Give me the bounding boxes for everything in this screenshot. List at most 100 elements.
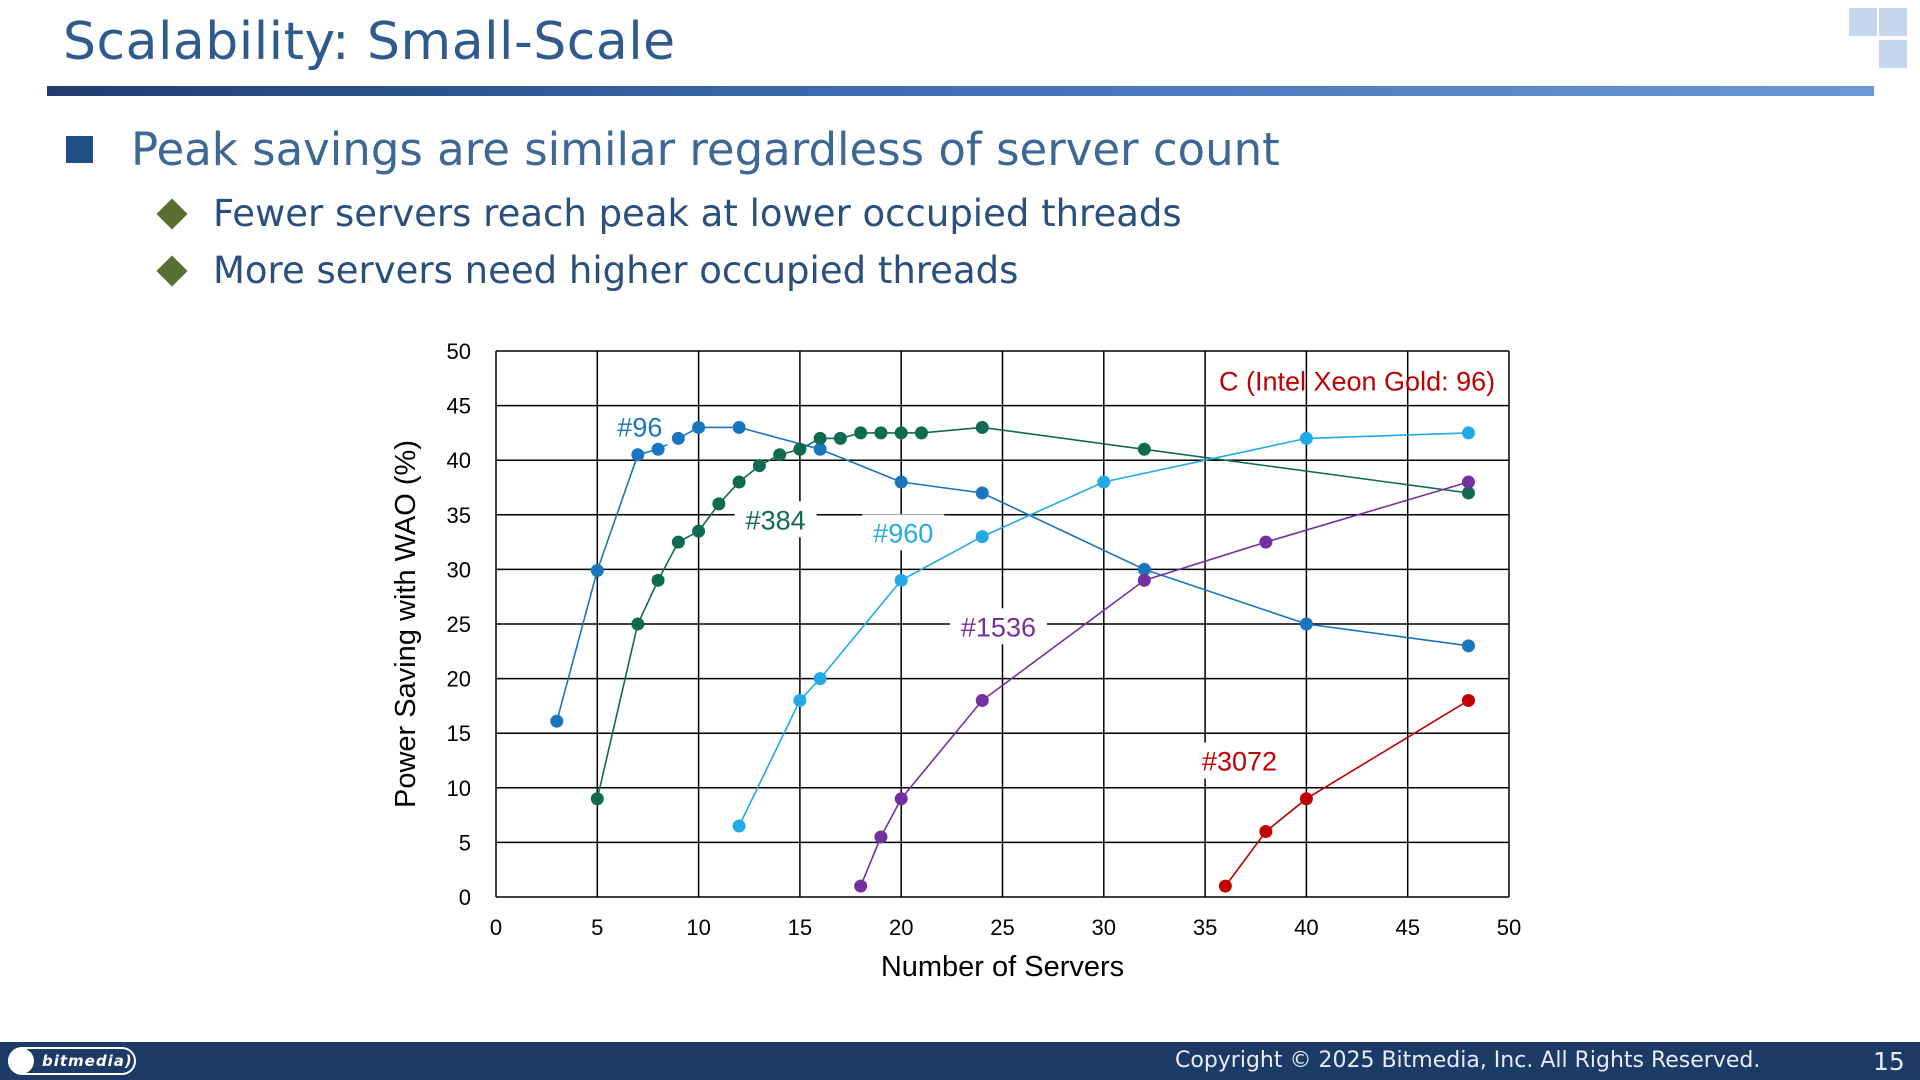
data-point bbox=[1137, 562, 1151, 576]
data-point bbox=[732, 819, 746, 833]
series-label-background bbox=[949, 608, 1047, 645]
series-label-background bbox=[862, 514, 945, 551]
data-point bbox=[671, 535, 685, 549]
y-tick-label: 35 bbox=[447, 503, 471, 528]
footer-bar: bitmedia) Copyright © 2025 Bitmedia, Inc… bbox=[0, 1042, 1920, 1080]
data-point bbox=[732, 420, 746, 434]
data-point bbox=[975, 420, 989, 434]
data-point bbox=[1461, 426, 1475, 440]
series-label-background bbox=[1191, 742, 1289, 779]
data-point bbox=[914, 426, 928, 440]
x-tick-label: 25 bbox=[990, 915, 1014, 940]
chart-title: C (Intel Xeon Gold: 96) bbox=[1219, 366, 1495, 396]
series-line bbox=[859, 481, 1469, 887]
data-point bbox=[692, 420, 706, 434]
data-point bbox=[1097, 475, 1111, 489]
y-tick-label: 25 bbox=[447, 612, 471, 637]
series-label: #1536 bbox=[961, 612, 1036, 642]
data-point bbox=[1461, 639, 1475, 653]
data-point bbox=[1299, 792, 1313, 806]
x-tick-label: 50 bbox=[1497, 915, 1521, 940]
data-point bbox=[894, 792, 908, 806]
series-label: #96 bbox=[617, 412, 662, 442]
data-point bbox=[854, 426, 868, 440]
data-point bbox=[813, 672, 827, 686]
chart-svg: 0 5 10 15 20 25 30 35 40 45 50 0 5 10 15 20 25 30 35 40 45 50… bbox=[390, 339, 1521, 983]
data-point bbox=[894, 426, 908, 440]
x-tick-label: 20 bbox=[889, 915, 913, 940]
data-point bbox=[894, 573, 908, 587]
data-point bbox=[773, 448, 787, 462]
square-bullet-icon bbox=[66, 136, 93, 163]
y-axis-label: Power Saving with WAO (%) bbox=[390, 440, 422, 808]
data-point bbox=[1461, 693, 1475, 707]
title-underline bbox=[47, 86, 1874, 96]
data-point bbox=[1259, 824, 1273, 838]
series-label: #960 bbox=[873, 518, 933, 548]
x-tick-label: 15 bbox=[788, 915, 812, 940]
copyright-text: Copyright © 2025 Bitmedia, Inc. All Righ… bbox=[1175, 1048, 1761, 1073]
y-tick-label: 45 bbox=[447, 394, 471, 419]
data-point bbox=[1218, 879, 1232, 893]
data-point bbox=[631, 448, 645, 462]
diamond-bullet-icon bbox=[156, 197, 188, 230]
data-point bbox=[590, 792, 604, 806]
data-point bbox=[813, 431, 827, 445]
data-point bbox=[1259, 535, 1273, 549]
data-point bbox=[1299, 617, 1313, 631]
data-point bbox=[1461, 486, 1475, 500]
y-tick-label: 10 bbox=[447, 776, 471, 801]
data-point bbox=[854, 879, 868, 893]
x-axis-label: Number of Servers bbox=[881, 951, 1124, 983]
x-tick-label: 45 bbox=[1395, 915, 1419, 940]
data-point bbox=[813, 442, 827, 456]
series-label-background bbox=[606, 408, 674, 445]
data-point bbox=[1461, 475, 1475, 489]
y-tick-label: 0 bbox=[459, 885, 471, 910]
x-tick-label: 5 bbox=[591, 915, 603, 940]
x-tick-label: 0 bbox=[490, 915, 502, 940]
sub-bullet: More servers need higher occupied thread… bbox=[155, 249, 1018, 292]
main-bullet-text: Peak savings are similar regardless of s… bbox=[131, 123, 1280, 176]
x-tick-label: 30 bbox=[1092, 915, 1116, 940]
data-point bbox=[874, 830, 888, 844]
data-point bbox=[975, 530, 989, 544]
x-tick-label: 10 bbox=[686, 915, 710, 940]
data-point bbox=[671, 431, 685, 445]
y-tick-label: 50 bbox=[447, 339, 471, 364]
data-point bbox=[692, 524, 706, 538]
sub-bullet-text: More servers need higher occupied thread… bbox=[213, 249, 1019, 292]
page-number: 15 bbox=[1873, 1047, 1905, 1076]
chart: 0 5 10 15 20 25 30 35 40 45 50 0 5 10 15 20 25 30 35 40 45 50… bbox=[380, 330, 1540, 990]
data-point bbox=[975, 486, 989, 500]
y-tick-label: 20 bbox=[447, 667, 471, 692]
logo-text: bitmedia) bbox=[42, 1052, 133, 1070]
series-label-background bbox=[734, 501, 817, 538]
sub-bullet-text: Fewer servers reach peak at lower occupi… bbox=[213, 192, 1182, 235]
data-point bbox=[1137, 442, 1151, 456]
y-tick-label: 30 bbox=[447, 557, 471, 582]
data-point bbox=[651, 442, 665, 456]
logo-circle-icon bbox=[8, 1048, 34, 1074]
data-point bbox=[752, 459, 766, 473]
bitmedia-logo: bitmedia) bbox=[8, 1047, 136, 1075]
diamond-bullet-icon bbox=[156, 254, 188, 287]
corner-decoration bbox=[1849, 8, 1913, 72]
data-point bbox=[833, 431, 847, 445]
main-bullet: Peak savings are similar regardless of s… bbox=[66, 123, 1280, 176]
series-label: #3072 bbox=[1202, 747, 1277, 777]
data-point bbox=[793, 442, 807, 456]
data-point bbox=[1299, 431, 1313, 445]
y-tick-label: 40 bbox=[447, 448, 471, 473]
series-line bbox=[1224, 699, 1469, 887]
data-point bbox=[975, 693, 989, 707]
y-tick-label: 15 bbox=[447, 721, 471, 746]
data-point bbox=[1137, 573, 1151, 587]
x-tick-label: 40 bbox=[1294, 915, 1318, 940]
data-point bbox=[550, 714, 564, 728]
data-point bbox=[874, 426, 888, 440]
x-tick-label: 35 bbox=[1193, 915, 1217, 940]
data-point bbox=[894, 475, 908, 489]
data-point bbox=[712, 497, 726, 511]
data-point bbox=[631, 617, 645, 631]
